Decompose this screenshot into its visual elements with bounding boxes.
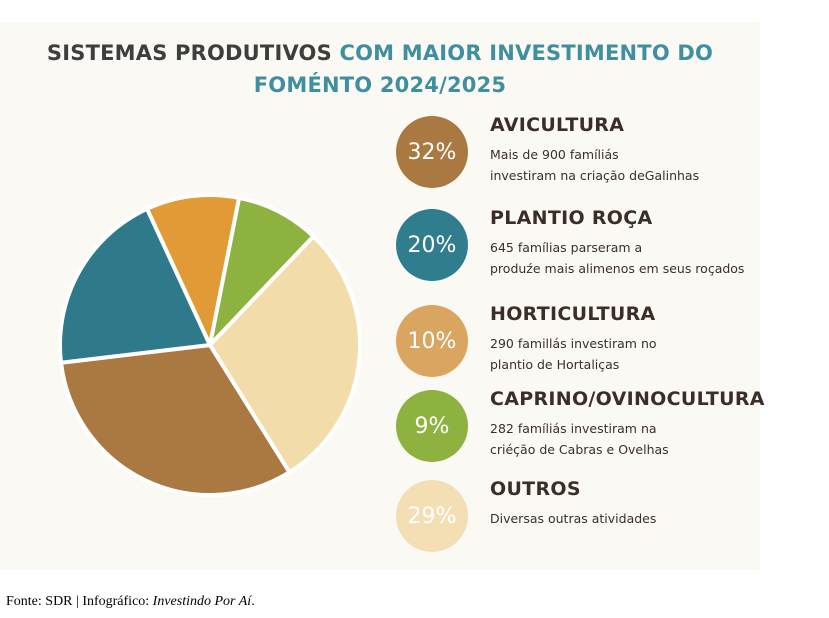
percent-badge: 29% bbox=[396, 480, 468, 552]
legend-label: AVICULTURA bbox=[490, 114, 625, 136]
legend-label: OUTROS bbox=[490, 478, 581, 500]
legend-label: CAPRINO/OVINOCULTURA bbox=[490, 388, 765, 410]
title-part-2: COM MAIOR INVESTIMENTO DO bbox=[339, 41, 714, 65]
desc-line-2: criéção de Cabras e Ovelhas bbox=[490, 442, 669, 457]
legend-item-outros: 29% OUTROS Diversas outras atividades bbox=[396, 478, 756, 560]
legend-description: Diversas outras atividades bbox=[490, 508, 656, 529]
chart-title: SISTEMAS PRODUTIVOS COM MAIOR INVESTIMEN… bbox=[0, 37, 760, 101]
footer-source: Investindo Por Aí bbox=[152, 594, 252, 609]
legend-item-plantio-roca: 20% PLANTIO ROÇA 645 famílias parseram a… bbox=[396, 207, 756, 289]
desc-line-1: Diversas outras atividades bbox=[490, 511, 657, 526]
percent-badge: 9% bbox=[396, 390, 468, 462]
legend-description: 645 famílias parseram a produźe mais ali… bbox=[490, 237, 744, 279]
legend-label: PLANTIO ROÇA bbox=[490, 207, 653, 229]
title-part-1: SISTEMAS PRODUTIVOS bbox=[46, 41, 332, 65]
legend-description: 290 famillás investiram no plantio de Ho… bbox=[490, 333, 657, 375]
title-line-2: FOMÉNTO 2024/2025 bbox=[253, 73, 507, 97]
desc-line-2: produźe mais alimenos em seus roçados bbox=[490, 261, 745, 276]
footer-suffix: . bbox=[251, 594, 255, 609]
desc-line-2: plantio de Hortaliças bbox=[490, 357, 620, 372]
percent-badge: 20% bbox=[396, 209, 468, 281]
desc-line-1: Mais de 900 famíliás bbox=[490, 147, 619, 162]
source-footer: Fonte: SDR | Infográfico: Investindo Por… bbox=[6, 594, 255, 610]
pie-chart bbox=[58, 193, 362, 497]
desc-line-2: investiram na criação deGalinhas bbox=[490, 168, 700, 183]
footer-prefix: Fonte: SDR | Infográfico: bbox=[6, 594, 153, 609]
pie-slice-plantio-ro-a bbox=[58, 206, 212, 365]
percent-badge: 10% bbox=[396, 305, 468, 377]
legend-item-caprino-ovinocultura: 9% CAPRINO/OVINOCULTURA 282 famíliás inv… bbox=[396, 388, 764, 470]
percent-badge: 32% bbox=[396, 116, 468, 188]
pie-slice-outros bbox=[208, 234, 362, 475]
legend-label: HORTICULTURA bbox=[490, 303, 656, 325]
legend-item-horticultura: 10% HORTICULTURA 290 famillás investiram… bbox=[396, 303, 756, 385]
desc-line-1: 282 famíliás investiram na bbox=[490, 421, 657, 436]
legend-description: 282 famíliás investiram na criéção de Ca… bbox=[490, 418, 669, 460]
desc-line-1: 645 famílias parseram a bbox=[490, 240, 643, 255]
desc-line-1: 290 famillás investiram no bbox=[490, 336, 657, 351]
legend-item-avicultura: 32% AVICULTURA Mais de 900 famíliás inve… bbox=[396, 114, 756, 196]
legend-description: Mais de 900 famíliás investiram na criaç… bbox=[490, 144, 699, 186]
